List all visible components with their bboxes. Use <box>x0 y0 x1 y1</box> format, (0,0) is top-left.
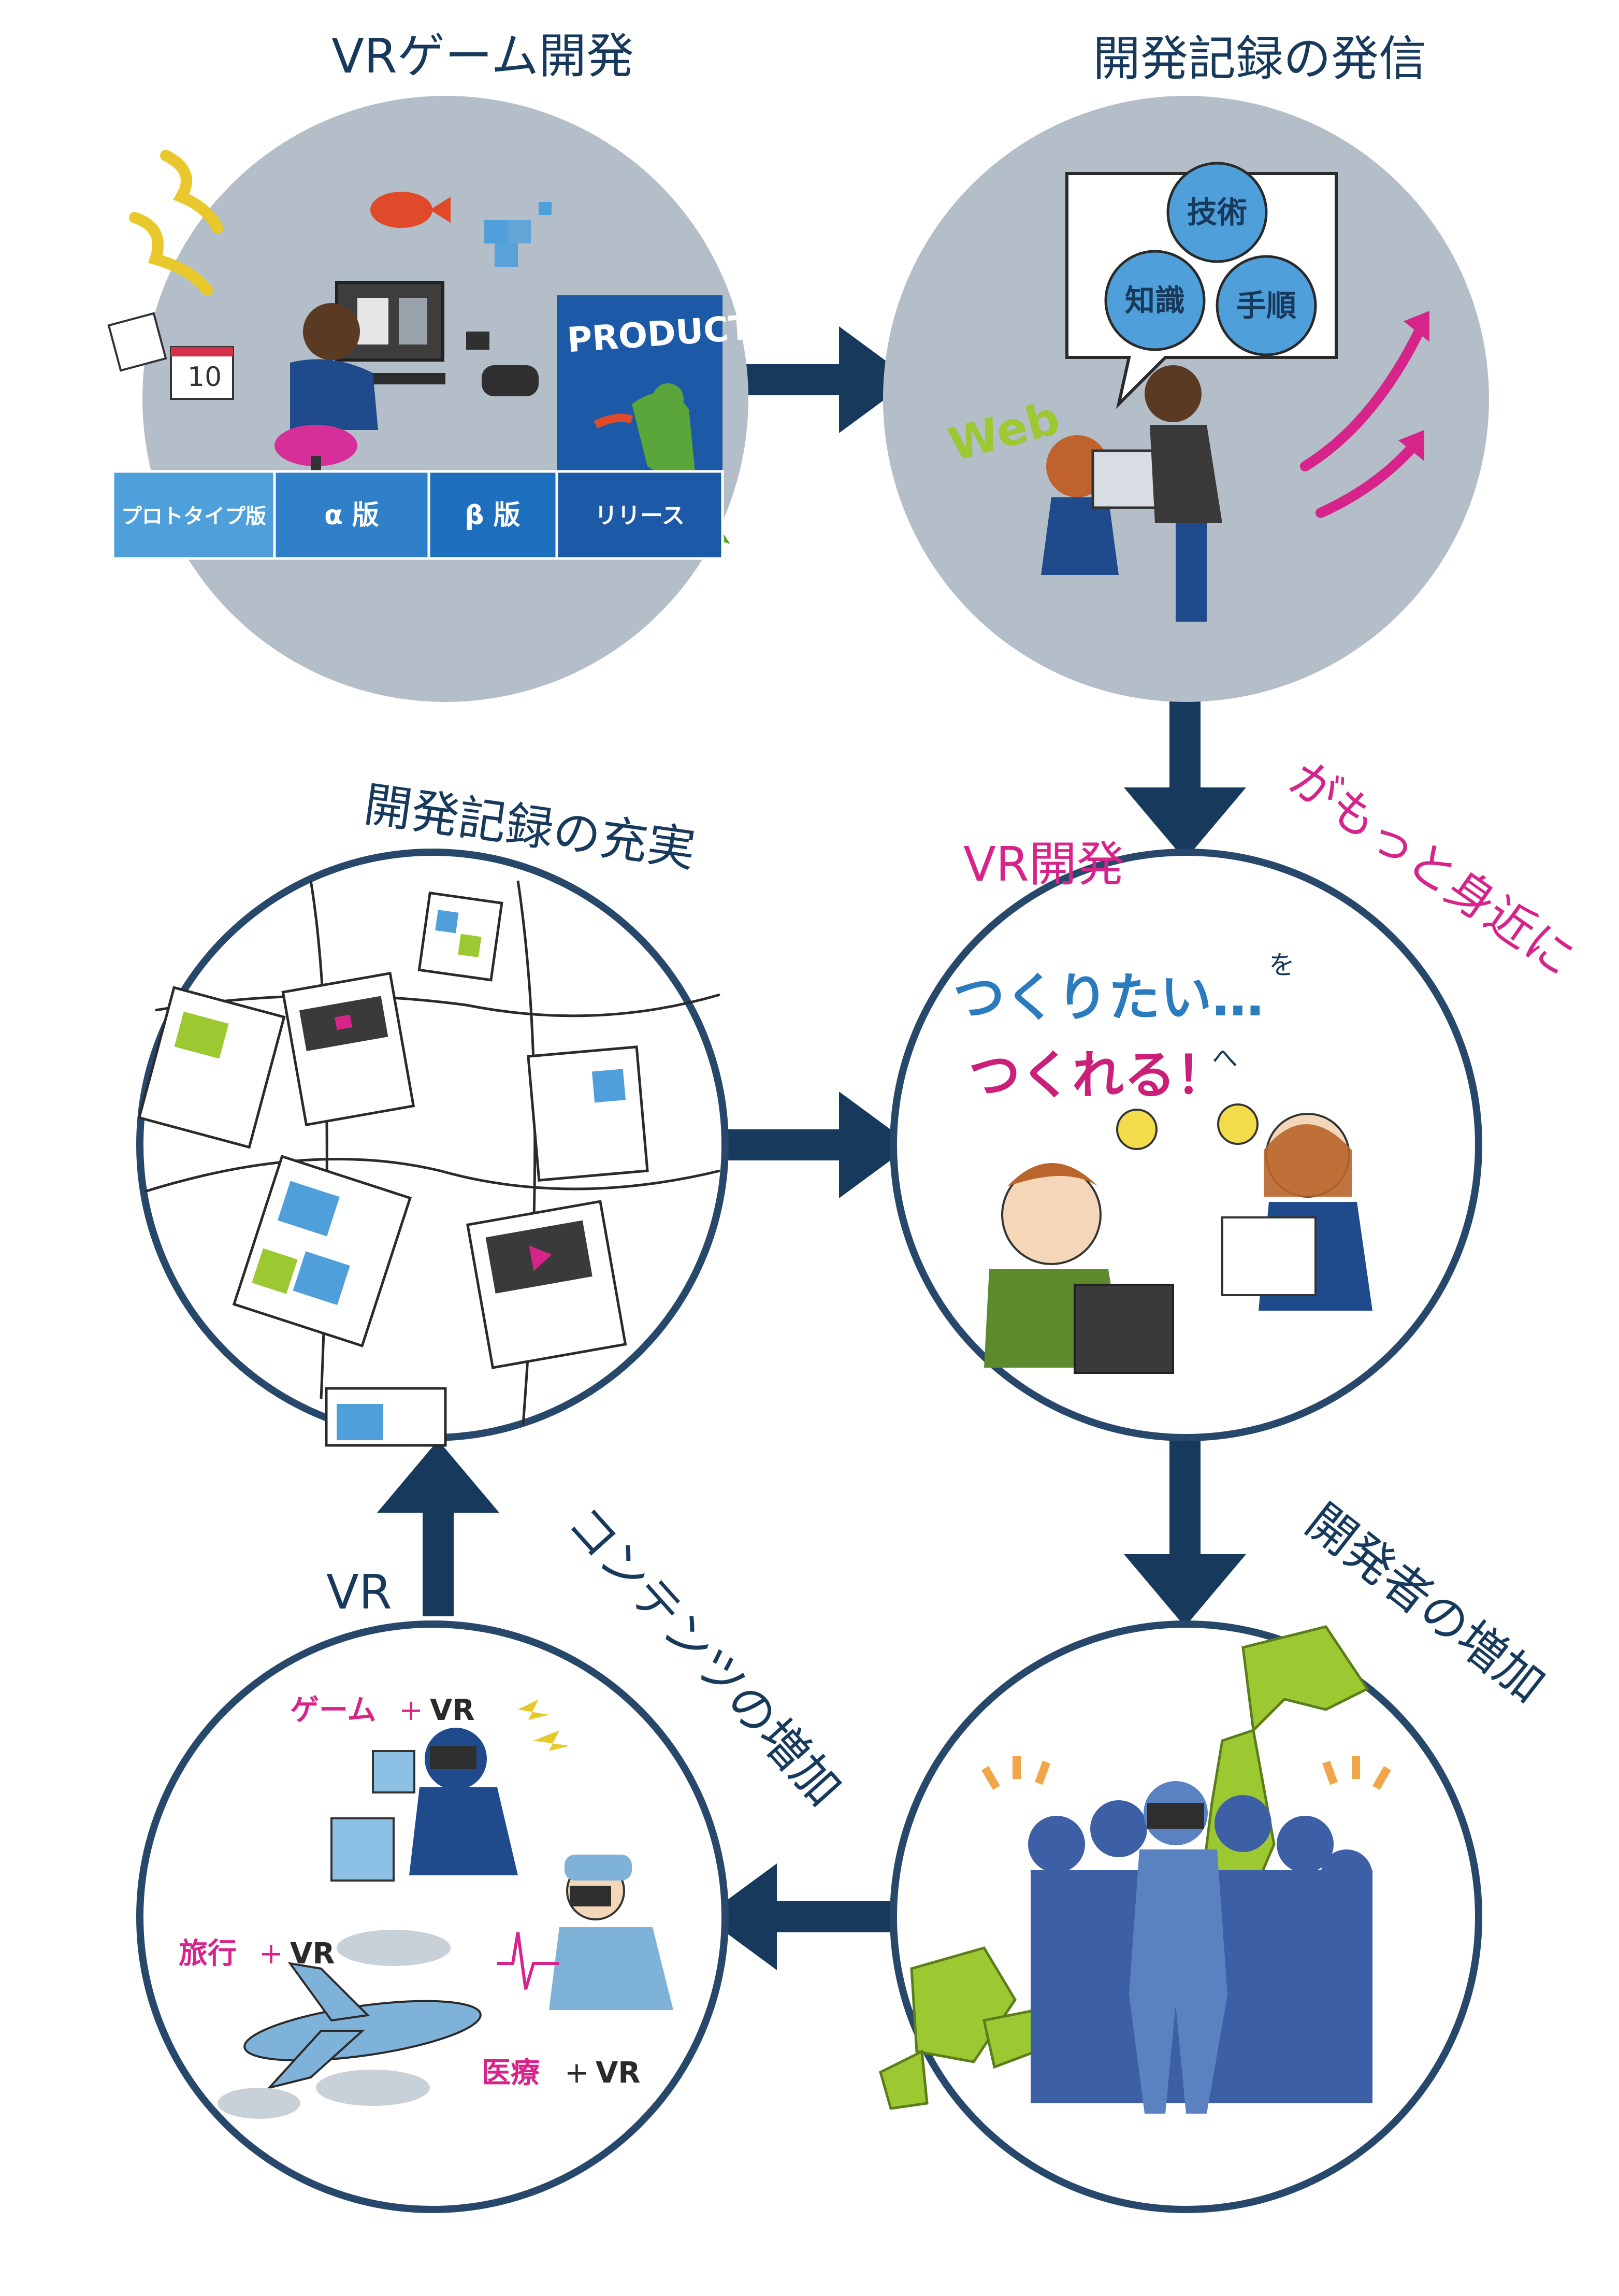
growth-arrow-icon <box>1316 440 1419 518</box>
document-card <box>281 971 415 1127</box>
tag-medical: 医療 <box>482 2056 540 2090</box>
document-card <box>232 1155 412 1348</box>
tag-travel-plus: + <box>259 1937 283 1971</box>
vr-headset-icon <box>466 332 539 396</box>
flow-arrow-icon <box>1124 1440 1246 1627</box>
make-want-suffix: を <box>1269 950 1295 980</box>
tag-medical-vr: VR <box>596 2056 640 2090</box>
make-want-text: つくりたい… <box>953 967 1264 1028</box>
flow-arrow-icon <box>704 1863 891 1970</box>
lightning-icon <box>518 1699 570 1751</box>
stage-alpha: α 版 <box>324 500 379 531</box>
vr-developer-figure <box>1129 1781 1227 2114</box>
tag-game: ゲーム <box>290 1694 376 1727</box>
cloud-icon <box>337 1930 451 1966</box>
can-make-suffix: へ <box>1212 1043 1238 1073</box>
document-card <box>466 1200 627 1369</box>
calendar-icon: 10 <box>107 312 234 400</box>
svg-text:10: 10 <box>187 362 222 393</box>
panel-publish: 技術 知識 手順 Web 開発記録の発信 <box>883 31 1489 702</box>
title-vr-game-dev: VRゲーム開発 <box>331 28 634 84</box>
document-card <box>137 986 286 1149</box>
panel-vr-game-dev: 10 PRODUCT プロトタイプ版 α 版 β 版 リリース VRゲーム開発 <box>107 28 753 702</box>
title-contents-part1: VR <box>326 1565 392 1620</box>
title-closer-part1: VR開発 <box>963 837 1124 892</box>
speech-bubble: 技術 知識 手順 <box>1065 162 1338 409</box>
bubble-tech: 技術 <box>1187 195 1247 230</box>
release-stages: プロトタイプ版 α 版 β 版 リリース <box>111 470 724 560</box>
cloud-icon <box>316 2070 430 2106</box>
laptop-icon <box>1074 1284 1174 1374</box>
document-card <box>527 1045 649 1182</box>
tag-medical-plus: + <box>565 2056 589 2090</box>
flow-arrow-icon <box>377 1440 499 1616</box>
tag-game-vr: VR <box>430 1694 474 1727</box>
lightbulb-icon <box>1116 1103 1259 1150</box>
panel-developers: 開発者の増加 <box>879 1493 1555 2213</box>
laptop-icon <box>1221 1216 1317 1296</box>
gamer-silhouette <box>330 1728 518 1882</box>
title-publish: 開発記録の発信 <box>1093 31 1426 87</box>
flow-arrow-icon <box>722 1092 912 1198</box>
tag-travel: 旅行 <box>179 1937 237 1971</box>
man-with-laptop <box>984 1163 1174 1374</box>
stage-prototype: プロトタイプ版 <box>121 505 266 528</box>
stage-beta: β 版 <box>465 500 520 531</box>
fish-icon <box>370 192 432 228</box>
panel-closer: つくりたい… を つくれる！ へ VR開発 がもっと身近に <box>890 750 1585 1441</box>
stage-release: リリース <box>595 503 685 529</box>
doctor-silhouette <box>549 1855 673 2010</box>
woman-with-laptop <box>1221 1113 1372 1311</box>
cheer-mark-icon <box>981 1756 1391 1790</box>
growth-arrow-icon <box>1300 326 1424 471</box>
lightning-icon <box>160 150 223 234</box>
panel-records: 開発記録の充実 <box>136 777 729 1447</box>
cloud-icon <box>218 2088 300 2119</box>
document-card <box>417 891 503 982</box>
heartbeat-icon <box>497 1932 559 1990</box>
panel-contents: ゲーム + VR 旅行 + VR 医 <box>136 1496 852 2213</box>
bubble-procedure: 手順 <box>1236 288 1296 323</box>
cube-icon <box>484 202 552 267</box>
can-make-text: つくれる！ <box>968 1045 1227 1106</box>
bubble-knowledge: 知識 <box>1125 283 1185 318</box>
people-at-laptop <box>1041 365 1222 622</box>
airplane-icon <box>243 1962 482 2090</box>
cube-icon <box>330 1817 395 1882</box>
cube-icon <box>372 1750 415 1793</box>
lightning-icon <box>129 212 213 296</box>
document-card <box>325 1387 447 1447</box>
tag-game-plus: + <box>399 1694 423 1727</box>
play-icon <box>529 1245 552 1271</box>
